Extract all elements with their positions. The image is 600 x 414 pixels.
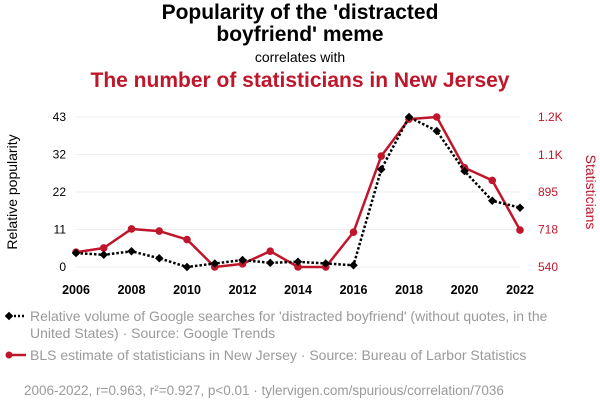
y-right-axis-title: Statisticians: [583, 155, 599, 230]
y-right-tick-label: 718: [538, 222, 558, 236]
point-popularity: [155, 254, 164, 263]
x-tick-label: 2018: [395, 283, 423, 297]
y-right-tick-label: 1.2K: [538, 110, 563, 124]
legend-label-series1: Relative volume of Google searches for '…: [30, 308, 548, 341]
point-popularity: [182, 262, 192, 272]
point-popularity: [71, 248, 81, 258]
point-statisticians: [377, 152, 386, 160]
point-popularity: [210, 259, 219, 268]
point-popularity: [127, 247, 136, 256]
point-statisticians: [155, 227, 164, 235]
point-popularity: [488, 196, 497, 205]
point-statisticians: [127, 225, 136, 233]
legend-item-series2: BLS estimate of statisticians in New Jer…: [4, 347, 550, 364]
x-tick-label: 2016: [340, 283, 368, 297]
point-statisticians: [266, 247, 275, 255]
x-tick-label: 2020: [451, 283, 479, 297]
point-popularity: [349, 261, 358, 270]
x-tick-label: 2014: [284, 283, 312, 297]
y-left-tick-label: 32: [53, 148, 67, 162]
point-statisticians: [183, 235, 191, 244]
y-left-axis-title: Relative popularity: [4, 134, 20, 249]
point-popularity: [404, 112, 414, 122]
chart-subtitle: The number of statisticians in New Jerse…: [90, 69, 510, 92]
point-statisticians: [294, 263, 302, 271]
point-popularity: [321, 259, 330, 268]
chart-title-line2: boyfriend' meme: [216, 23, 384, 46]
point-popularity: [515, 203, 525, 212]
x-tick-label: 2008: [118, 283, 146, 297]
legend-label-series2: BLS estimate of statisticians in New Jer…: [30, 347, 527, 363]
legend-swatch-solid-icon: [4, 347, 28, 364]
y-right-tick-label: 1.1K: [538, 148, 563, 162]
point-statisticians: [516, 226, 524, 234]
point-statisticians: [432, 113, 441, 121]
legend-swatch-dotted-icon: [4, 308, 28, 325]
x-tick-label: 2010: [173, 283, 201, 297]
y-right-tick-label: 895: [538, 185, 558, 199]
x-tick-label: 2006: [62, 283, 90, 297]
legend-item-series1: Relative volume of Google searches for '…: [4, 308, 550, 342]
point-popularity: [99, 250, 108, 260]
point-popularity: [377, 165, 386, 174]
correlates-with-label: correlates with: [254, 49, 346, 65]
y-left-tick-label: 22: [53, 185, 67, 199]
footer-stats: 2006-2022, r=0.963, r²=0.927, p<0.01 · t…: [24, 383, 504, 398]
chart-title-line1: Popularity of the 'distracted: [161, 1, 439, 24]
point-statisticians: [99, 244, 108, 252]
point-statisticians: [488, 176, 497, 185]
y-left-tick-label: 11: [54, 223, 67, 237]
x-tick-label: 2012: [229, 283, 257, 297]
y-left-tick-label: 0: [59, 260, 66, 274]
line-chart: 0 11 22 32 43 540 718 895 1.1K 1.2K 2006 2008 2010 20…: [4, 110, 599, 297]
point-statisticians: [349, 228, 358, 236]
point-popularity: [238, 255, 247, 265]
point-popularity: [432, 126, 441, 136]
point-popularity: [266, 258, 275, 268]
point-popularity: [293, 257, 303, 267]
y-right-tick-label: 540: [538, 260, 558, 274]
point-popularity: [460, 166, 469, 176]
y-left-tick-label: 43: [53, 110, 67, 124]
x-tick-label: 2022: [506, 283, 534, 297]
